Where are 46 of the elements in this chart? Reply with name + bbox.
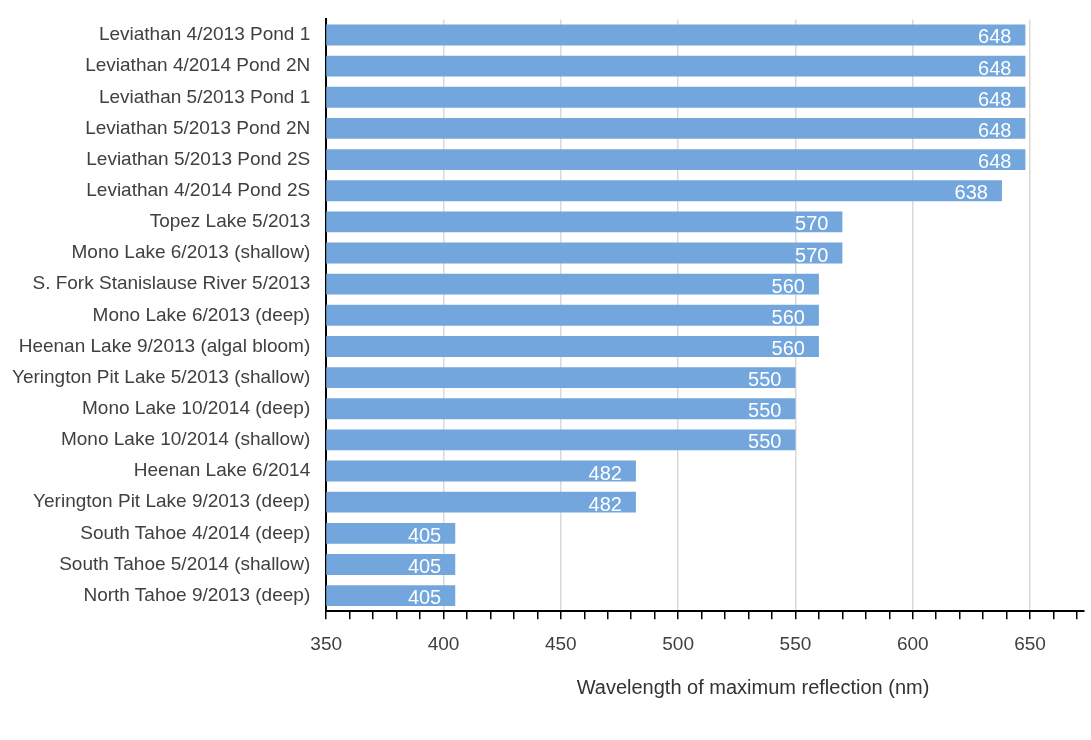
y-tick-label: Topez Lake 5/2013 <box>149 210 311 232</box>
y-tick-label: S. Fork Stanislause River 5/2013 <box>32 272 311 294</box>
y-tick-label: Heenan Lake 9/2013 (algal bloom) <box>18 334 311 356</box>
y-tick-label: Leviathan 5/2013 Pond 1 <box>98 85 311 107</box>
x-tick-label: 400 <box>427 632 460 654</box>
data-label: 560 <box>771 305 805 328</box>
data-label: 550 <box>748 368 782 391</box>
data-label: 648 <box>978 150 1012 173</box>
y-tick-label: Leviathan 4/2014 Pond 2N <box>85 54 311 76</box>
y-tick-label: Mono Lake 10/2014 (shallow) <box>60 428 311 450</box>
data-label: 405 <box>407 523 442 546</box>
x-tick-label: 550 <box>779 632 812 654</box>
y-tick-label: South Tahoe 4/2014 (deep) <box>80 521 311 543</box>
data-label: 648 <box>978 87 1012 110</box>
data-label: 560 <box>771 336 805 359</box>
y-tick-label: Leviathan 5/2013 Pond 2S <box>86 147 311 169</box>
data-label: 405 <box>407 586 442 609</box>
data-label: 550 <box>748 399 782 422</box>
x-tick-label: 500 <box>662 632 694 654</box>
y-tick-label: South Tahoe 5/2014 (shallow) <box>59 552 311 574</box>
x-axis-title: Wavelength of maximum reflection (nm) <box>575 676 931 699</box>
y-tick-label: Mono Lake 10/2014 (deep) <box>82 396 311 418</box>
y-tick-label: Leviathan 5/2013 Pond 2N <box>85 116 311 138</box>
data-label: 638 <box>954 181 988 204</box>
y-tick-label: Mono Lake 6/2013 (shallow) <box>71 241 311 263</box>
data-label: 550 <box>748 430 782 453</box>
data-label: 648 <box>978 25 1012 48</box>
y-tick-label: Yerington Pit Lake 9/2013 (deep) <box>33 490 311 512</box>
y-tick-label: Leviathan 4/2013 Pond 1 <box>98 23 311 45</box>
y-tick-label: Mono Lake 6/2013 (deep) <box>92 303 311 325</box>
y-tick-label: Leviathan 4/2014 Pond 2S <box>86 178 311 200</box>
data-label: 405 <box>407 554 442 577</box>
y-tick-label: North Tahoe 9/2013 (deep) <box>83 583 311 605</box>
data-label: 570 <box>795 243 829 266</box>
x-tick-label: 650 <box>1014 632 1046 654</box>
y-tick-label: Heenan Lake 6/2014 <box>133 459 311 481</box>
x-tick-label: 450 <box>544 632 577 654</box>
y-tick-label: Yerington Pit Lake 5/2013 (shallow) <box>11 365 311 387</box>
data-label: 482 <box>588 492 622 515</box>
data-label: 570 <box>795 212 829 235</box>
x-tick-label: 600 <box>896 632 929 654</box>
data-label: 560 <box>771 274 805 297</box>
x-tick-label: 350 <box>310 632 343 654</box>
data-label: 648 <box>978 118 1012 141</box>
data-label: 482 <box>588 461 622 484</box>
data-label: 648 <box>978 56 1012 79</box>
